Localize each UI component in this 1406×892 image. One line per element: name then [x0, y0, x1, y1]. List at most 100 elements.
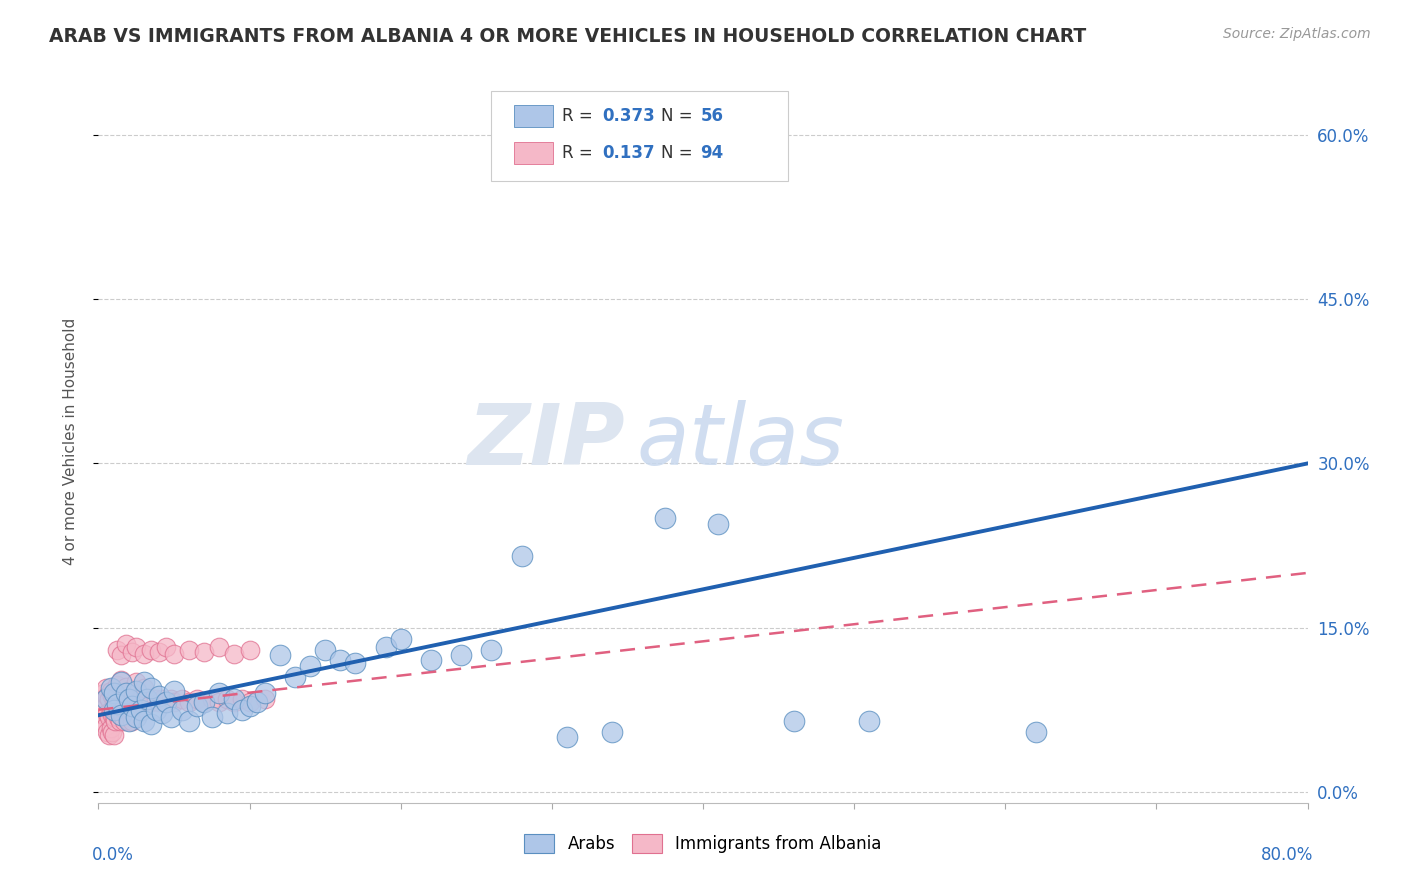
Point	[160, 710, 183, 724]
Point	[105, 698, 128, 712]
Point	[121, 714, 143, 728]
Point	[107, 710, 129, 724]
Point	[707, 516, 730, 531]
Y-axis label: 4 or more Vehicles in Household: 4 or more Vehicles in Household	[63, 318, 77, 566]
Point	[201, 710, 224, 724]
Point	[253, 686, 276, 700]
Point	[125, 675, 148, 690]
Point	[101, 689, 124, 703]
Point	[96, 689, 118, 703]
Text: ARAB VS IMMIGRANTS FROM ALBANIA 4 OR MORE VEHICLES IN HOUSEHOLD CORRELATION CHAR: ARAB VS IMMIGRANTS FROM ALBANIA 4 OR MOR…	[49, 27, 1087, 45]
Point	[389, 632, 412, 646]
Point	[103, 728, 125, 742]
Point	[103, 691, 125, 706]
Point	[105, 689, 128, 703]
Point	[783, 714, 806, 728]
Point	[160, 691, 183, 706]
Point	[118, 714, 141, 728]
Point	[246, 695, 269, 709]
Point	[121, 645, 143, 659]
Point	[284, 670, 307, 684]
Point	[100, 684, 122, 698]
Point	[179, 695, 201, 709]
Point	[186, 691, 208, 706]
Point	[115, 691, 138, 706]
Text: 0.137: 0.137	[603, 145, 655, 162]
Point	[231, 703, 253, 717]
Point	[101, 708, 124, 723]
Point	[96, 706, 118, 720]
Point	[125, 640, 148, 655]
Point	[108, 695, 131, 709]
Point	[344, 656, 367, 670]
Point	[120, 689, 142, 703]
Point	[118, 714, 141, 728]
Point	[654, 511, 676, 525]
Point	[96, 724, 118, 739]
Point	[163, 647, 186, 661]
Point	[329, 653, 352, 667]
Point	[108, 714, 131, 728]
Point	[215, 691, 238, 706]
Point	[132, 681, 155, 695]
Point	[450, 648, 472, 662]
Point	[129, 695, 152, 709]
Point	[93, 708, 115, 723]
Point	[132, 714, 155, 728]
Point	[112, 714, 135, 728]
Point	[110, 689, 132, 703]
Point	[110, 673, 132, 688]
Point	[132, 647, 155, 661]
Point	[94, 719, 117, 733]
Point	[420, 653, 443, 667]
Point	[128, 691, 150, 706]
Point	[100, 722, 122, 736]
Point	[120, 706, 142, 720]
Point	[141, 695, 163, 709]
Point	[155, 640, 177, 655]
Point	[114, 689, 136, 703]
Text: 0.373: 0.373	[603, 107, 655, 125]
Point	[104, 695, 127, 709]
Point	[299, 659, 322, 673]
Point	[125, 691, 148, 706]
Point	[239, 699, 262, 714]
Point	[114, 680, 136, 694]
Point	[98, 691, 121, 706]
Point	[127, 695, 149, 709]
Point	[121, 699, 143, 714]
Point	[141, 717, 163, 731]
Text: N =: N =	[661, 107, 697, 125]
Text: 80.0%: 80.0%	[1261, 847, 1313, 864]
Point	[163, 695, 186, 709]
Point	[110, 708, 132, 723]
Point	[132, 695, 155, 709]
Point	[125, 684, 148, 698]
Point	[193, 695, 215, 709]
Point	[155, 695, 177, 709]
Point	[104, 714, 127, 728]
FancyBboxPatch shape	[515, 105, 553, 127]
Point	[114, 686, 136, 700]
Point	[91, 714, 114, 728]
Point	[124, 695, 146, 709]
Point	[103, 710, 125, 724]
Point	[107, 691, 129, 706]
Text: 0.0%: 0.0%	[93, 847, 134, 864]
Legend: Arabs, Immigrants from Albania: Arabs, Immigrants from Albania	[517, 827, 889, 860]
Point	[125, 710, 148, 724]
Point	[224, 691, 246, 706]
Point	[121, 695, 143, 709]
Point	[141, 681, 163, 695]
Point	[101, 724, 124, 739]
Point	[98, 710, 121, 724]
Point	[208, 686, 231, 700]
Point	[110, 675, 132, 690]
Point	[163, 684, 186, 698]
Point	[118, 691, 141, 706]
Point	[105, 706, 128, 720]
Text: R =: R =	[561, 145, 598, 162]
Point	[208, 695, 231, 709]
Point	[179, 714, 201, 728]
Point	[93, 686, 115, 700]
